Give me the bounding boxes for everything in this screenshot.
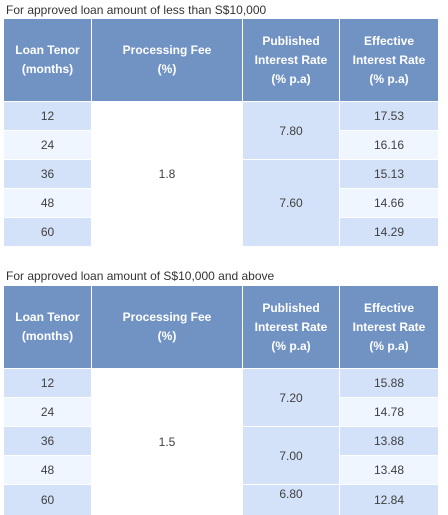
section-title-under-10000: For approved loan amount of less than S$… bbox=[6, 3, 266, 17]
processing-fee-cell: 1.5 bbox=[92, 368, 243, 515]
tenor-cell: 48 bbox=[4, 188, 92, 217]
section-title-10000-and-above: For approved loan amount of S$10,000 and… bbox=[6, 269, 274, 283]
header-effective-rate: Effective Interest Rate (% p.a) bbox=[340, 19, 438, 101]
header-row: Loan Tenor (months) Processing Fee (%) P… bbox=[4, 19, 438, 101]
rate-table-10000-and-above: Loan Tenor (months) Processing Fee (%) P… bbox=[4, 286, 438, 515]
tenor-cell: 24 bbox=[4, 397, 92, 426]
header-loan-tenor: Loan Tenor (months) bbox=[4, 286, 92, 368]
published-rate-cell: 7.60 bbox=[243, 159, 340, 246]
effective-rate-cell: 13.48 bbox=[340, 455, 438, 484]
effective-rate-cell: 14.78 bbox=[340, 397, 438, 426]
tenor-cell: 24 bbox=[4, 130, 92, 159]
effective-rate-cell: 12.84 bbox=[340, 484, 438, 515]
table-row: 12 1.5 7.20 15.88 bbox=[4, 368, 438, 397]
effective-rate-cell: 17.53 bbox=[340, 101, 438, 130]
tenor-cell: 12 bbox=[4, 101, 92, 130]
header-published-rate: Published Interest Rate (% p.a) bbox=[243, 19, 340, 101]
tenor-cell: 60 bbox=[4, 484, 92, 515]
published-rate-cell: 7.80 bbox=[243, 101, 340, 159]
header-published-rate: Published Interest Rate (% p.a) bbox=[243, 286, 340, 368]
published-rate-cell: 7.20 bbox=[243, 368, 340, 426]
effective-rate-cell: 15.13 bbox=[340, 159, 438, 188]
effective-rate-cell: 15.88 bbox=[340, 368, 438, 397]
header-row: Loan Tenor (months) Processing Fee (%) P… bbox=[4, 286, 438, 368]
effective-rate-cell: 14.66 bbox=[340, 188, 438, 217]
header-processing-fee: Processing Fee (%) bbox=[92, 19, 243, 101]
header-processing-fee: Processing Fee (%) bbox=[92, 286, 243, 368]
processing-fee-cell: 1.8 bbox=[92, 101, 243, 246]
effective-rate-cell: 13.88 bbox=[340, 426, 438, 455]
rate-table-under-10000: Loan Tenor (months) Processing Fee (%) P… bbox=[4, 19, 438, 246]
header-loan-tenor: Loan Tenor (months) bbox=[4, 19, 92, 101]
tenor-cell: 36 bbox=[4, 159, 92, 188]
published-rate-cell: 7.00 bbox=[243, 426, 340, 484]
tenor-cell: 36 bbox=[4, 426, 92, 455]
tenor-cell: 48 bbox=[4, 455, 92, 484]
tenor-cell: 12 bbox=[4, 368, 92, 397]
effective-rate-cell: 14.29 bbox=[340, 217, 438, 246]
effective-rate-cell: 16.16 bbox=[340, 130, 438, 159]
published-rate-cell: 6.80 bbox=[243, 484, 340, 515]
tenor-cell: 60 bbox=[4, 217, 92, 246]
header-effective-rate: Effective Interest Rate (% p.a) bbox=[340, 286, 438, 368]
table-row: 12 1.8 7.80 17.53 bbox=[4, 101, 438, 130]
